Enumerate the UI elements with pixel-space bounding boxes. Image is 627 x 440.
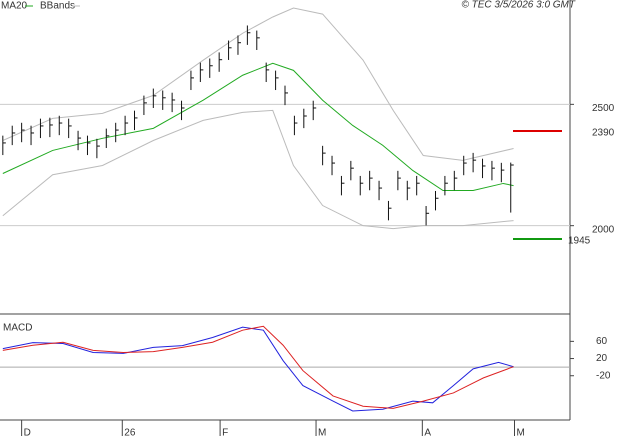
x-tick-label: D — [24, 428, 31, 439]
legend-label: BBands — [40, 1, 75, 12]
y-tick-label: -20 — [596, 370, 611, 381]
copyright: © TEC 3/5/2026 3:0 GMT — [461, 0, 575, 11]
plot-bg — [0, 0, 570, 420]
band-upper — [2, 7, 514, 161]
y-tick-label: 2500 — [592, 103, 615, 114]
x-tick-label: 26 — [124, 428, 136, 439]
macd-title: MACD — [3, 323, 32, 334]
macd-line — [2, 325, 514, 409]
x-tick-label: F — [222, 428, 228, 439]
x-tick-label: M — [318, 428, 326, 439]
legend-label: MA20 — [1, 1, 28, 12]
y-tick-label: 2000 — [592, 224, 615, 235]
level-label: 1945 — [568, 236, 591, 247]
x-tick-label: A — [424, 428, 431, 439]
level-label: 2390 — [592, 128, 615, 139]
y-tick-label: 20 — [596, 353, 608, 364]
y-tick-label: 60 — [596, 336, 608, 347]
band-lower — [2, 109, 514, 230]
x-tick-label: M — [517, 428, 525, 439]
macd-line — [2, 326, 514, 412]
ma-line — [2, 62, 514, 191]
